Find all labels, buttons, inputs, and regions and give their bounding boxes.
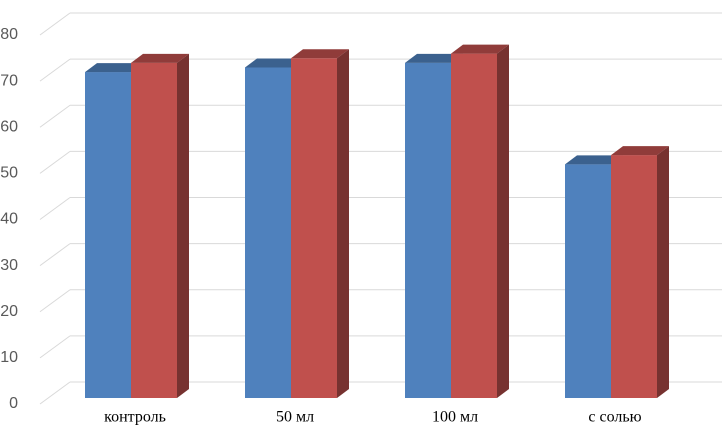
grid-line [39, 150, 71, 174]
bar-top [565, 155, 623, 165]
bar-top [611, 146, 669, 156]
bar-top [451, 44, 509, 54]
x-tick-label: 100 мл [432, 409, 478, 426]
y-tick-label: 60 [0, 118, 18, 135]
y-tick-label: 20 [0, 303, 18, 320]
y-tick-label: 0 [9, 395, 18, 412]
y-tick-label: 70 [0, 72, 18, 89]
x-tick-label: с солью [588, 409, 641, 426]
bar-side [177, 53, 189, 399]
grid-line [39, 197, 71, 220]
bar [565, 164, 611, 398]
bar-top [85, 63, 143, 73]
bar [451, 53, 497, 399]
grid-line [39, 243, 71, 267]
bar-top [131, 53, 189, 63]
grid-line [39, 104, 71, 128]
bar-side [337, 49, 349, 398]
bar [131, 62, 177, 399]
bar-side [657, 146, 669, 398]
x-tick-label: 50 мл [276, 409, 314, 426]
grid-line [39, 289, 71, 313]
y-tick-label: 80 [0, 26, 18, 43]
grid-line [39, 58, 71, 82]
x-tick-label: контроль [104, 409, 166, 426]
y-tick-label: 10 [0, 349, 18, 366]
grid-line [39, 335, 71, 359]
grid-line [39, 381, 71, 405]
bar-side [497, 44, 509, 399]
y-tick-label: 50 [0, 165, 18, 182]
y-tick-label: 30 [0, 257, 18, 274]
grid-line [39, 12, 71, 36]
bar-top [245, 58, 303, 68]
bar [291, 58, 337, 398]
bar [85, 72, 131, 398]
bar [405, 62, 451, 399]
bar [611, 155, 657, 398]
y-tick-label: 40 [0, 211, 18, 228]
bar [245, 67, 291, 398]
bar-top [405, 53, 463, 63]
bar-top [291, 49, 349, 59]
